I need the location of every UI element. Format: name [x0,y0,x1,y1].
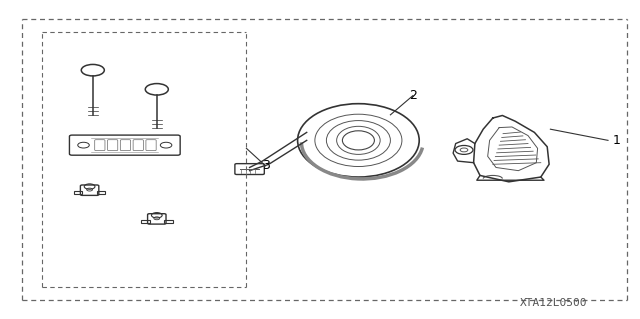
Text: 3: 3 [262,160,269,172]
Text: XTA12L0500: XTA12L0500 [520,298,588,308]
Text: 2: 2 [409,89,417,102]
Text: 1: 1 [613,134,621,147]
